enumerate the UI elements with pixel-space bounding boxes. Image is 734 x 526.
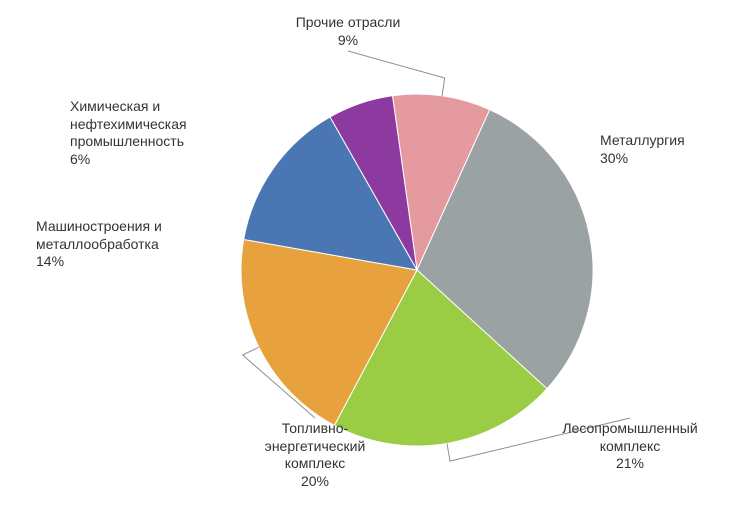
pie-label-metal: Металлургия 30%: [600, 132, 720, 167]
pie-label-forest: Лесопромышленный комплекс 21%: [540, 420, 720, 473]
pie-chart-container: Прочие отрасли 9% Металлургия 30% Лесопром…: [0, 0, 734, 526]
pie-label-other: Прочие отрасли 9%: [278, 14, 418, 49]
pie-label-chem: Химическая и нефтехимическая промышленно…: [70, 98, 240, 168]
pie-label-fuel: Топливно- энергетический комплекс 20%: [225, 420, 405, 490]
pie-label-machine: Машиностроения и металлообработка 14%: [36, 218, 211, 271]
leader-line-other: [348, 51, 445, 96]
